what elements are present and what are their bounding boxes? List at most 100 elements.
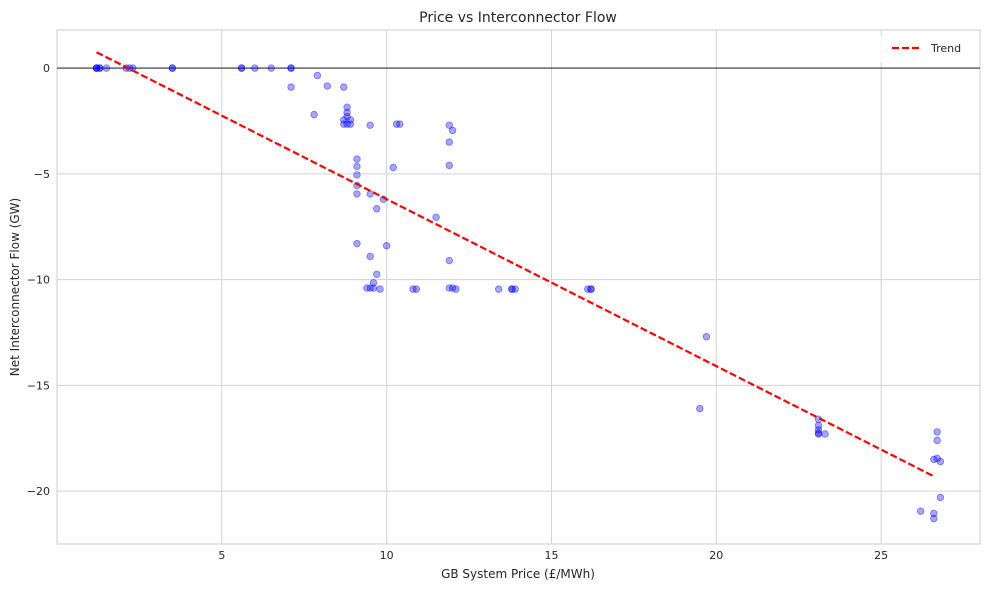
trend-line [96,51,935,478]
scatter-point [696,404,704,413]
scatter-point [340,116,348,124]
scatter-point [448,126,457,135]
scatter-point [702,333,711,341]
scatter-point [340,120,348,128]
scatter-point [511,285,519,293]
scatter-point [587,285,595,293]
scatter-point [392,120,401,128]
y-tick-label: −10 [27,274,50,287]
scatter-point [382,242,391,250]
scatter-point [452,285,460,293]
scatter-point [366,284,374,292]
scatter-point [343,108,351,117]
scatter-point [323,82,332,90]
scatter-point [366,190,374,198]
scatter-point [933,454,941,463]
scatter-point [287,64,295,72]
scatter-point [495,285,503,293]
scatter-point [251,64,259,72]
scatter-point [409,285,417,293]
scatter-points [92,64,945,523]
scatter-point [936,493,945,502]
scatter-point [369,279,378,287]
scatter-point [237,64,246,72]
y-tick-label: −5 [34,168,50,181]
x-tick-label: 15 [544,549,558,562]
scatter-point [343,120,351,128]
tick-labels: 5 10 15 20 25 0 −5 −10 −15 −20 [27,62,888,562]
scatter-point [168,64,177,72]
scatter-point [445,121,453,129]
scatter-point [102,64,111,72]
scatter-point [930,514,938,523]
x-tick-label: 25 [874,549,888,562]
scatter-point [96,64,104,72]
scatter-point [445,138,453,146]
scatter-point [346,120,355,128]
scatter-point [92,64,101,72]
scatter-point [445,161,453,170]
scatter-point [584,285,592,293]
scatter-point [346,116,355,124]
scatter-point [389,163,397,172]
scatter-point [445,256,453,265]
scatter-point [96,64,104,72]
scatter-point [814,421,823,430]
scatter-point [237,64,246,72]
scatter-point [353,239,361,248]
scatter-point [396,120,404,128]
chart-title: Price vs Interconnector Flow [419,10,617,26]
scatter-point [287,83,295,91]
scatter-point [373,270,381,279]
trend-layer [96,51,935,478]
scatter-point [343,103,351,111]
scatter-point [936,457,945,466]
scatter-point [366,121,374,129]
scatter-point [814,426,823,434]
scatter-point [313,71,322,80]
x-axis-label: GB System Price (£/MWh) [441,567,595,581]
scatter-point [310,110,318,119]
scatter-point [353,155,361,163]
scatter-point [353,162,361,171]
scatter-point [930,509,938,518]
plot-frame [56,29,981,545]
x-tick-label: 10 [380,549,394,562]
scatter-point [168,64,177,72]
scatter-point [930,455,938,464]
scatter-point [814,429,823,437]
scatter-point [814,430,823,438]
scatter-point [373,205,381,213]
scatter-point [508,285,516,293]
scatter-point [92,64,101,72]
y-tick-label: 0 [43,62,50,75]
scatter-point [445,284,453,292]
x-tick-label: 5 [218,549,225,562]
scatter-point [508,285,516,293]
legend-trend-label: Trend [930,42,961,55]
scatter-point [287,64,295,72]
scatter-point [916,507,925,515]
scatter-point [448,284,457,292]
legend: Trend [880,36,972,62]
scatter-point [376,285,384,293]
scatter-point [340,83,348,91]
scatter-point [933,436,941,445]
plot-border [56,29,981,545]
scatter-point [366,252,374,261]
y-tick-label: −20 [27,485,50,498]
scatter-point [267,64,275,72]
scatter-point [353,190,361,198]
scatter-point [92,64,101,72]
scatter-point [432,213,440,221]
scatter-point [369,284,378,292]
x-tick-label: 20 [709,549,723,562]
grid-layer [57,30,980,544]
scatter-point [363,284,371,292]
scatter-point [343,113,351,121]
scatter-point [587,285,595,293]
y-axis-label: Net Interconnector Flow (GW) [8,198,22,376]
scatter-point [353,171,361,179]
y-tick-label: −15 [27,379,50,392]
